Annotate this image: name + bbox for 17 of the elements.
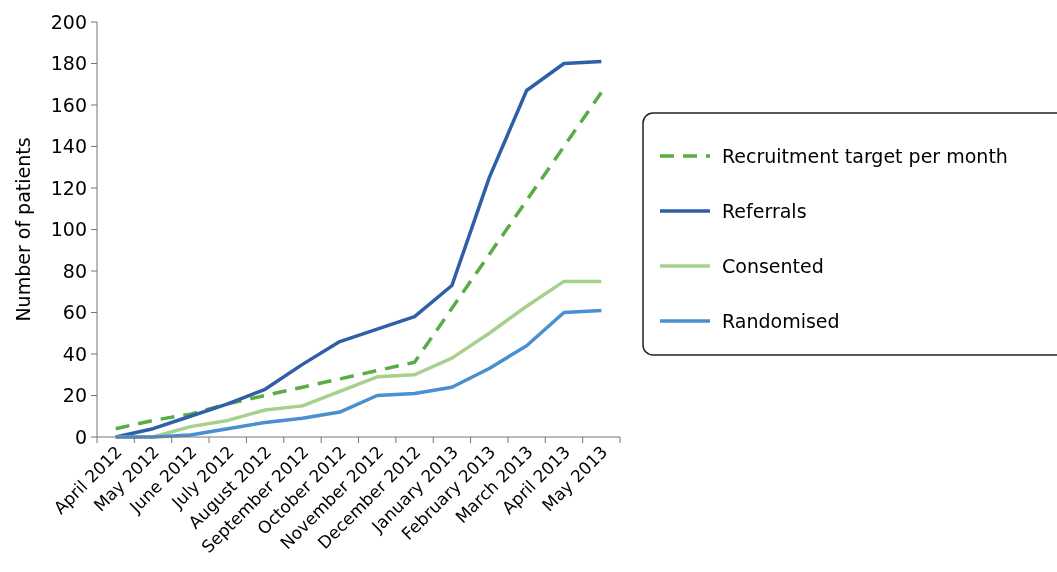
- y-tick-label: 100: [50, 218, 87, 241]
- y-tick-label: 20: [62, 384, 87, 407]
- y-tick-label: 40: [62, 342, 87, 365]
- line-series: [113, 308, 604, 439]
- y-tick-label: 0: [74, 425, 87, 448]
- legend-label: Recruitment target per month: [722, 144, 1008, 167]
- legend-label: Randomised: [722, 309, 840, 332]
- legend-label: Consented: [722, 254, 824, 277]
- y-tick-label: 80: [62, 259, 87, 282]
- y-tick-label: 60: [62, 301, 87, 324]
- y-tick-label: 120: [50, 176, 87, 199]
- y-tick-label: 140: [50, 135, 87, 158]
- legend-label: Referrals: [722, 199, 807, 222]
- y-tick-label: 160: [50, 93, 87, 116]
- y-axis-title: Number of patients: [12, 137, 34, 322]
- y-tick-label: 180: [50, 52, 87, 75]
- y-tick-label: 200: [50, 10, 87, 33]
